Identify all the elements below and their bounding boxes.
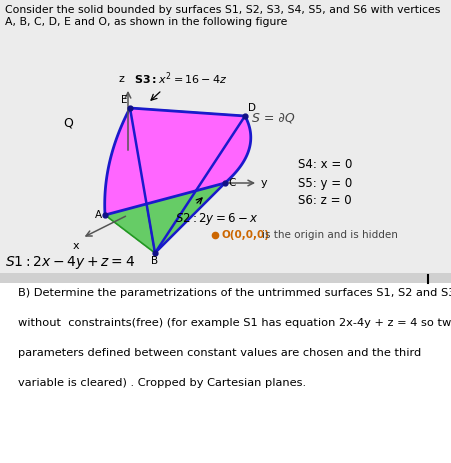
Text: Consider the solid bounded by surfaces S1, S2, S3, S4, S5, and S6 with vertices: Consider the solid bounded by surfaces S… [5,5,440,15]
Bar [0,273,451,283]
Text: S5: y = 0: S5: y = 0 [298,176,352,189]
Text: parameters defined between constant values are chosen and the third: parameters defined between constant valu… [18,348,421,358]
Text: B) Determine the parametrizations of the untrimmed surfaces S1, S2 and S3: B) Determine the parametrizations of the… [18,288,451,298]
Text: E: E [121,95,128,105]
Text: S6: z = 0: S6: z = 0 [298,194,352,207]
Text: without  constraints(free) (for example S1 has equation 2x-4y + z = 4 so two: without constraints(free) (for example S… [18,318,451,328]
Text: B: B [152,256,159,266]
Polygon shape [105,108,155,253]
Text: Q: Q [63,117,73,130]
Polygon shape [130,108,245,253]
Text: A: A [95,210,102,220]
Text: $\mathbf{S3:}x^2=16-4z$: $\mathbf{S3:}x^2=16-4z$ [134,70,227,87]
Text: D: D [248,103,256,113]
Text: is the origin and is hidden: is the origin and is hidden [262,230,398,240]
Bar [0,0,451,278]
Text: x: x [72,241,79,251]
Text: S = ∂Q: S = ∂Q [252,112,295,125]
Text: C: C [228,178,235,188]
Text: variable is cleared) . Cropped by Cartesian planes.: variable is cleared) . Cropped by Cartes… [18,378,306,388]
Text: $S1: 2x-4y+z=4$: $S1: 2x-4y+z=4$ [5,254,135,271]
Polygon shape [105,108,251,215]
Text: S4: x = 0: S4: x = 0 [298,158,352,171]
Text: y: y [261,178,267,188]
Text: z: z [118,74,124,84]
Text: $S2:2y=6-x$: $S2:2y=6-x$ [175,211,258,227]
Bar [0,278,451,463]
Text: A, B, C, D, E and O, as shown in the following figure: A, B, C, D, E and O, as shown in the fol… [5,17,287,27]
Text: O(0,0,0): O(0,0,0) [222,230,270,240]
